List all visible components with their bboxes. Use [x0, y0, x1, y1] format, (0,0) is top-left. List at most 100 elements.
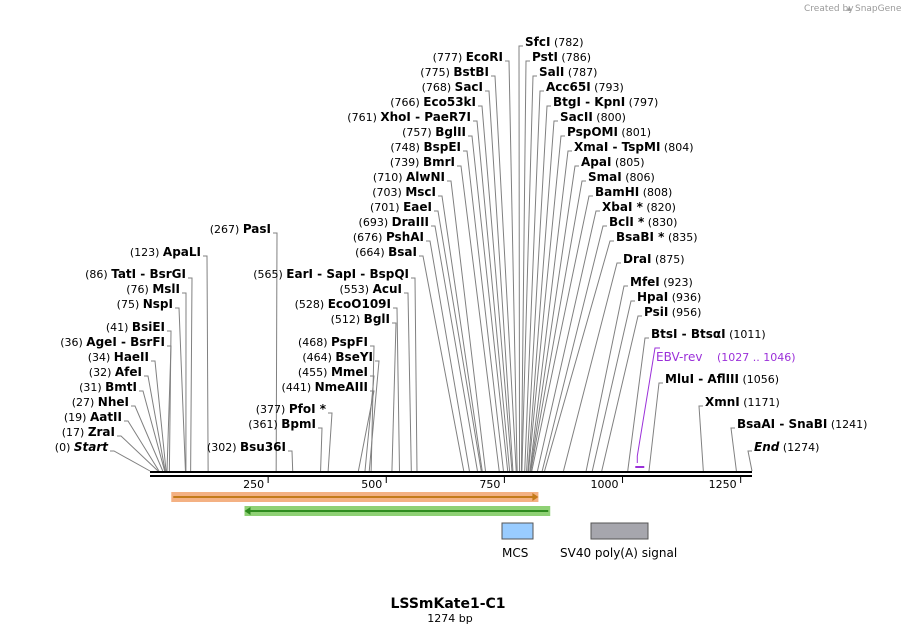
site-bcli[interactable]: BclI * (830): [609, 215, 677, 229]
site-xhoi[interactable]: (761) XhoI - PaeR7I: [347, 110, 471, 124]
leader-aatii: [124, 420, 160, 472]
legend-swatch-sv40-poly-a-signal: [590, 522, 649, 540]
site-ecoo109i[interactable]: (528) EcoO109I: [295, 297, 391, 311]
leader-smai: [530, 180, 586, 472]
leader-bgli: [391, 322, 397, 472]
site-smai[interactable]: SmaI (806): [588, 170, 655, 184]
leader-bsai: [419, 255, 465, 472]
leader-pspfi: [370, 345, 375, 472]
leader-pasi: [273, 232, 278, 472]
site-pspomi[interactable]: PspOMI (801): [567, 125, 651, 139]
credit-brand: SnapGene: [855, 4, 902, 14]
leader-bcli: [541, 225, 607, 472]
site-bsu36i[interactable]: (302) Bsu36I: [207, 440, 286, 454]
site-bgli[interactable]: (512) BglI: [331, 312, 390, 326]
site-bsaai[interactable]: BsaAI - SnaBI (1241): [737, 417, 867, 431]
legend-label-sv40-poly-a-signal: SV40 poly(A) signal: [560, 546, 677, 560]
site-alwni[interactable]: (710) AlwNI: [373, 170, 445, 184]
site-nmeaiii[interactable]: (441) NmeAIII: [282, 380, 368, 394]
site-agei[interactable]: (36) AgeI - BsrFI: [60, 335, 165, 349]
site-bstbi[interactable]: (775) BstBI: [420, 65, 489, 79]
primer-range: (1027 .. 1046): [717, 351, 796, 364]
leader-bmti: [139, 390, 166, 472]
site-bspei[interactable]: (748) BspEI: [390, 140, 461, 154]
site-zrai[interactable]: (17) ZraI: [62, 425, 115, 439]
site-bsiei[interactable]: (41) BsiEI: [106, 320, 165, 334]
site-eari[interactable]: (565) EarI - SapI - BspQI: [253, 267, 409, 281]
site-drai[interactable]: DraI (875): [623, 252, 685, 266]
site-btsi[interactable]: BtsI - BtsαI (1011): [651, 327, 766, 341]
site-bseyi[interactable]: (464) BseYI: [302, 350, 373, 364]
site-draiii[interactable]: (693) DraIII: [359, 215, 429, 229]
site-acui[interactable]: (553) AcuI: [340, 282, 403, 296]
leader-mlui: [648, 382, 663, 472]
leader-hpai: [591, 300, 635, 472]
site-acc65i[interactable]: Acc65I (793): [546, 80, 624, 94]
map-length: 1274 bp: [427, 612, 472, 625]
site-sfci[interactable]: SfcI (782): [525, 35, 584, 49]
leader-apali: [203, 255, 209, 472]
leader-bseyi: [368, 360, 380, 472]
site-pasi[interactable]: (267) PasI: [210, 222, 271, 236]
site-mmei[interactable]: (455) MmeI: [298, 365, 368, 379]
site-nhei[interactable]: (27) NheI: [72, 395, 129, 409]
leader-ecoo109i: [393, 307, 400, 472]
site-labels: (0) Start(17) ZraI(19) AatII(27) NheI(31…: [55, 35, 868, 454]
site-pfoi[interactable]: (377) PfoI *: [256, 402, 327, 416]
primer-label: EBV-rev: [656, 350, 702, 364]
site-eco53ki[interactable]: (766) Eco53kI: [390, 95, 476, 109]
site-end[interactable]: End (1274): [754, 440, 819, 454]
site-pspfi[interactable]: (468) PspFI: [298, 335, 368, 349]
site-xbai[interactable]: XbaI * (820): [602, 200, 676, 214]
legend-label-mcs: MCS: [502, 546, 528, 560]
map-title: LSSmKate1-C1: [390, 596, 505, 612]
site-msli[interactable]: (76) MslI: [126, 282, 180, 296]
site-bsai[interactable]: (664) BsaI: [355, 245, 417, 259]
site-btgi[interactable]: BtgI - KpnI (797): [553, 95, 658, 109]
site-apali[interactable]: (123) ApaLI: [130, 245, 201, 259]
leader-haeii: [151, 360, 167, 472]
site-psti[interactable]: PstI (786): [532, 50, 591, 64]
leader-drai: [562, 262, 621, 472]
site-sacii[interactable]: SacII (800): [560, 110, 626, 124]
site-aatii[interactable]: (19) AatII: [64, 410, 122, 424]
feature-arrows: [171, 492, 551, 516]
feature-orange-arrowhead: [532, 493, 539, 501]
site-saci[interactable]: (768) SacI: [422, 80, 483, 94]
leader-acc65i: [524, 90, 544, 472]
site-msci[interactable]: (703) MscI: [372, 185, 436, 199]
leader-mfei: [585, 285, 628, 472]
site-pshai[interactable]: (676) PshAI: [353, 230, 424, 244]
leader-bpmi: [318, 427, 323, 472]
leader-bamhi: [531, 195, 593, 472]
primer-ebv-rev[interactable]: EBV-rev (1027 .. 1046): [635, 347, 796, 468]
site-tati[interactable]: (86) TatI - BsrGI: [85, 267, 186, 281]
site-mfei[interactable]: MfeI (923): [630, 275, 693, 289]
site-bmri[interactable]: (739) BmrI: [390, 155, 455, 169]
legend-swatch-mcs: [501, 522, 534, 540]
leader-sali: [521, 75, 537, 472]
leader-btsi: [627, 337, 649, 472]
site-eaei[interactable]: (701) EaeI: [370, 200, 432, 214]
site-mlui[interactable]: MluI - AflIII (1056): [665, 372, 779, 386]
leader-psti: [520, 60, 530, 472]
site-ecori[interactable]: (777) EcoRI: [433, 50, 503, 64]
site-hpai[interactable]: HpaI (936): [637, 290, 701, 304]
site-nspi[interactable]: (75) NspI: [117, 297, 173, 311]
site-bsabi[interactable]: BsaBI * (835): [616, 230, 698, 244]
site-psii[interactable]: PsiI (956): [644, 305, 701, 319]
site-bmti[interactable]: (31) BmtI: [79, 380, 137, 394]
site-start[interactable]: (0) Start: [55, 440, 109, 454]
site-sali[interactable]: SalI (787): [539, 65, 597, 79]
site-xmni[interactable]: XmnI (1171): [705, 395, 780, 409]
site-apai[interactable]: ApaI (805): [581, 155, 645, 169]
leader-eari: [411, 277, 418, 472]
site-afei[interactable]: (32) AfeI: [89, 365, 142, 379]
site-bglii[interactable]: (757) BglII: [402, 125, 466, 139]
site-bpmi[interactable]: (361) BpmI: [248, 417, 316, 431]
site-haeii[interactable]: (34) HaeII: [88, 350, 149, 364]
site-xmai[interactable]: XmaI - TspMI (804): [574, 140, 693, 154]
leader-xmai: [529, 150, 572, 472]
site-bamhi[interactable]: BamHI (808): [595, 185, 672, 199]
